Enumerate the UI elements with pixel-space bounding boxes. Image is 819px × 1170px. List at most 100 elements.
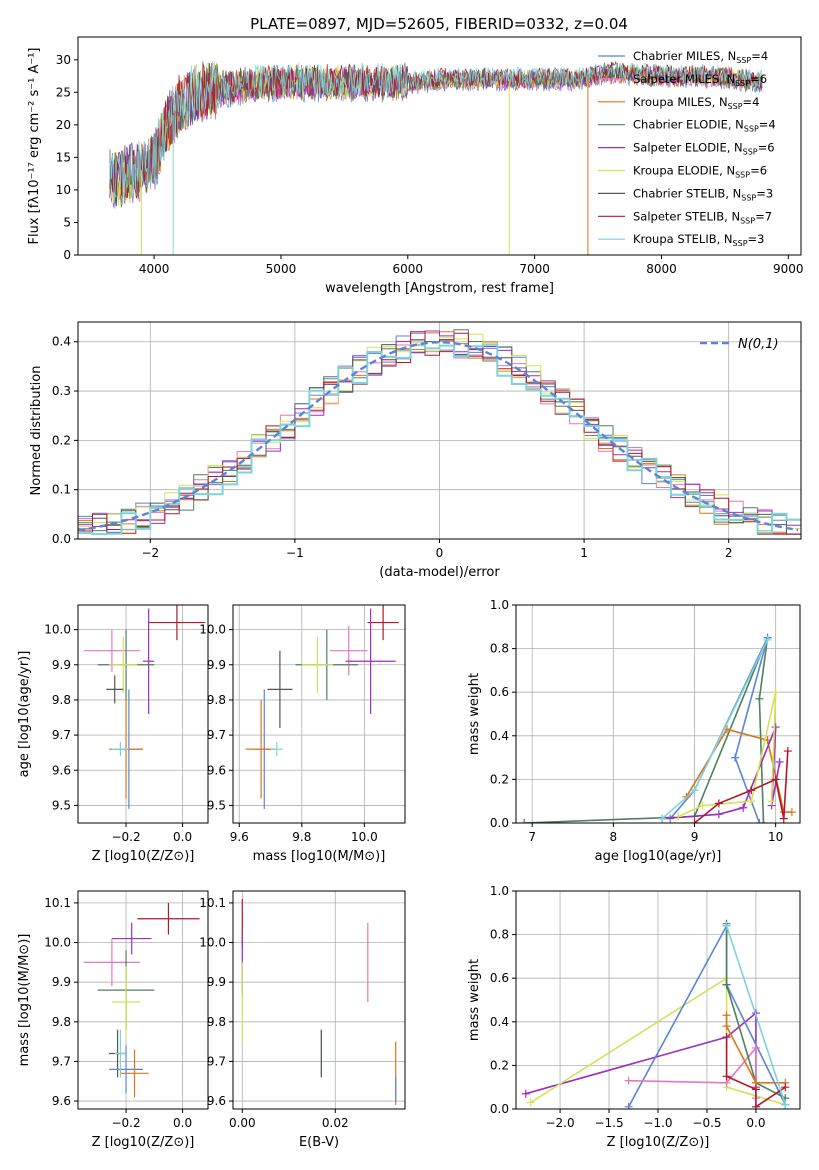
y-tick-label: 30 xyxy=(56,53,71,67)
data-marker xyxy=(690,786,699,795)
data-marker xyxy=(624,1102,633,1109)
errorbar-point xyxy=(345,608,396,714)
x-tick-label: 6000 xyxy=(393,262,424,276)
errorbar-point xyxy=(301,636,334,693)
data-marker xyxy=(771,688,780,697)
errorbar-point xyxy=(111,922,152,955)
spectrum-line xyxy=(109,61,763,204)
x-tick-label: 0.02 xyxy=(322,1116,349,1130)
data-marker xyxy=(722,1022,731,1031)
data-marker xyxy=(771,723,780,732)
x-axis-label: E(B-V) xyxy=(299,1135,339,1150)
y-tick-label: 9.6 xyxy=(52,763,71,777)
x-tick-label: 9 xyxy=(691,830,699,844)
y-axis-label: age [log10(age/yr)] xyxy=(17,651,32,778)
errorbar-point xyxy=(367,605,399,641)
x-tick-label: 2 xyxy=(725,546,733,560)
errorbar-point xyxy=(137,902,200,935)
histogram-step xyxy=(78,333,801,535)
y-axis-label: mass weight xyxy=(467,959,482,1041)
data-marker xyxy=(714,799,723,808)
legend: Chabrier MILES, NSSP=4 Salpeter MILES, NS… xyxy=(598,49,776,248)
y-tick-label: 0.2 xyxy=(490,1058,509,1072)
y-tick-label: 10.1 xyxy=(44,896,71,910)
data-marker xyxy=(783,747,792,756)
plot-area xyxy=(109,60,764,255)
y-tick-label: 10.0 xyxy=(44,623,71,637)
legend-label: Kroupa STELIB, NSSP=3 xyxy=(633,232,764,248)
y-tick-label: 0.6 xyxy=(490,971,509,985)
normal-curve xyxy=(78,340,799,532)
x-tick-label: 5000 xyxy=(266,262,297,276)
x-tick-label: 8000 xyxy=(646,262,677,276)
plot-area xyxy=(521,919,790,1109)
legend-label: Salpeter ELODIE, NSSP=6 xyxy=(633,141,775,157)
x-tick-label: 7 xyxy=(528,830,536,844)
data-marker xyxy=(674,812,683,821)
x-tick-label: −1.0 xyxy=(643,1116,672,1130)
legend-label: Chabrier STELIB, NSSP=3 xyxy=(633,186,773,202)
axes-frame xyxy=(77,604,209,824)
y-tick-label: 10.0 xyxy=(199,623,226,637)
y-tick-label: 0.2 xyxy=(52,433,71,447)
y-tick-label: 9.6 xyxy=(52,1094,71,1108)
y-tick-label: 9.9 xyxy=(52,975,71,989)
data-marker xyxy=(763,635,772,644)
data-marker xyxy=(747,786,756,795)
y-tick-label: 5 xyxy=(63,215,71,229)
x-tick-label: 0.0 xyxy=(173,830,192,844)
errorbar-point xyxy=(114,1029,127,1078)
x-axis-label: Z [log10(Z/Z⊙)] xyxy=(92,1135,195,1150)
y-tick-label: 10.0 xyxy=(199,936,226,950)
x-tick-label: 1 xyxy=(580,546,588,560)
data-marker xyxy=(767,797,776,806)
data-marker xyxy=(520,819,529,823)
mass-weight-line xyxy=(628,1045,757,1099)
errorbar-point xyxy=(270,742,284,757)
histogram-step xyxy=(78,343,801,536)
y-tick-label: 9.8 xyxy=(207,693,226,707)
x-tick-label: 9.6 xyxy=(230,830,249,844)
x-axis-label: mass [log10(M/M⊙)] xyxy=(253,849,386,864)
y-tick-label: 0.3 xyxy=(52,384,71,398)
x-tick-label: 0.00 xyxy=(229,1116,256,1130)
x-tick-label: 9.8 xyxy=(292,830,311,844)
x-tick-label: 8 xyxy=(610,830,618,844)
data-marker xyxy=(771,775,780,784)
panel-mass-vs-Z: −0.2 0.0 9.6 9.7 9.8 9.9 10.0 10.1 Z [log10(Z/Z⊙… xyxy=(17,890,209,1150)
y-tick-label: 20 xyxy=(56,118,71,132)
data-marker xyxy=(624,1076,633,1085)
errorbar-point xyxy=(106,675,124,704)
y-tick-label: 0.0 xyxy=(490,816,509,830)
plot-area xyxy=(78,329,801,536)
legend-label: N(0,1) xyxy=(738,337,779,352)
x-tick-label: 0 xyxy=(436,546,444,560)
axes-frame xyxy=(515,604,801,824)
histogram-step xyxy=(78,331,801,535)
errorbar-point xyxy=(143,608,155,714)
data-marker xyxy=(779,814,788,823)
data-marker xyxy=(751,1102,760,1109)
data-marker xyxy=(755,819,764,823)
errorbar-point xyxy=(109,636,138,693)
legend-label: Kroupa ELODIE, NSSP=6 xyxy=(633,164,767,180)
axes-frame xyxy=(77,36,802,256)
y-tick-label: 0.0 xyxy=(490,1102,509,1116)
errorbar-point xyxy=(83,938,141,987)
axes-frame xyxy=(232,890,406,1110)
x-tick-label: −1.5 xyxy=(594,1116,623,1130)
y-tick-label: 9.7 xyxy=(207,728,226,742)
data-marker xyxy=(787,808,796,817)
data-marker xyxy=(690,819,699,823)
data-marker xyxy=(722,1011,731,1020)
mass-weight-line xyxy=(677,692,777,818)
x-tick-label: 4000 xyxy=(139,262,170,276)
data-marker xyxy=(751,1085,760,1094)
x-axis-label: wavelength [Angstrom, rest frame] xyxy=(325,281,554,296)
data-marker xyxy=(722,980,731,989)
legend-label: Salpeter MILES, NSSP=6 xyxy=(633,72,767,88)
y-tick-label: 9.9 xyxy=(52,658,71,672)
panel-age-vs-mass: 9.6 9.8 10.0 9.5 9.6 9.7 9.8 9.9 10.0 mass [log10… xyxy=(199,604,406,864)
panel-mass-weight-vs-Z: −2.0 −1.5 −1.0 −0.5 0.0 0.0 0.2 0.4 0.6 0.8 1.0 Z [… xyxy=(467,884,801,1150)
y-tick-label: 15 xyxy=(56,150,71,164)
